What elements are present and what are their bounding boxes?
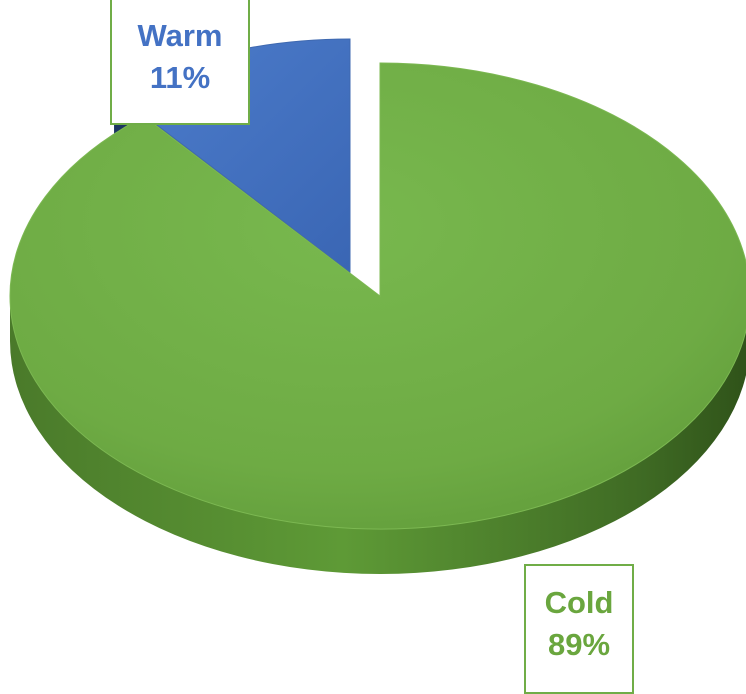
pie-chart: [9, 38, 746, 574]
slice-cold-top: [9, 62, 746, 530]
data-label-warm-value: 11%: [149, 60, 211, 95]
data-label-warm-category: Warm: [137, 18, 223, 53]
data-label-cold-value: 89%: [547, 627, 611, 662]
pie-slices: [9, 38, 746, 574]
data-label-warm: Warm 11%: [110, 0, 250, 125]
data-label-cold: Cold 89%: [524, 564, 634, 694]
slice-cold-side: [10, 296, 746, 574]
data-label-cold-category: Cold: [544, 585, 614, 620]
